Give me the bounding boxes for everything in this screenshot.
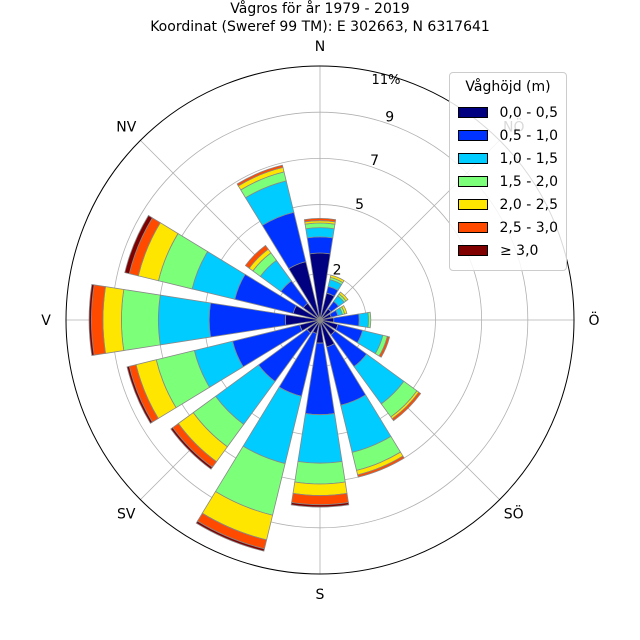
- bar-segment: [367, 311, 372, 329]
- chart-title-block: Vågros för år 1979 - 2019 Koordinat (Swe…: [0, 0, 640, 36]
- bar-NÖ: [319, 291, 349, 321]
- legend-label: 0,5 - 1,0: [499, 127, 558, 144]
- bar-segment: [306, 236, 334, 255]
- bar-N: [303, 218, 337, 321]
- bar-NV: [244, 244, 321, 321]
- bar-NNV: [236, 164, 321, 321]
- bar-VSV: [126, 319, 321, 424]
- legend-swatch: [458, 199, 488, 210]
- legend-item: 1,0 - 1,5: [458, 147, 558, 170]
- bar-segment: [305, 227, 335, 239]
- direction-label: SÖ: [504, 505, 524, 523]
- bar-segment: [158, 294, 211, 346]
- bar-VNV: [124, 214, 321, 321]
- bar-segment: [170, 427, 213, 470]
- bar-NNÖ: [319, 274, 345, 321]
- legend-label: 0,0 - 0,5: [499, 104, 558, 121]
- legend-label: 1,0 - 1,5: [499, 150, 558, 167]
- legend-label: ≥ 3,0: [500, 242, 539, 259]
- legend-label: 2,5 - 3,0: [499, 219, 558, 236]
- bar-segment: [102, 286, 125, 354]
- bar-segment: [357, 455, 405, 478]
- bar-SV: [170, 319, 321, 470]
- direction-label: S: [316, 587, 325, 603]
- legend: Våghöjd (m) 0,0 - 0,5 0,5 - 1,0 1,0 - 1,5 1…: [449, 72, 567, 271]
- radial-max-label: 11%: [372, 73, 401, 88]
- bar-segment: [88, 284, 95, 356]
- chart-title: Vågros för år 1979 - 2019: [230, 1, 410, 17]
- direction-label: NV: [116, 119, 136, 135]
- legend-item: 2,5 - 3,0: [458, 216, 558, 239]
- bar-segment: [290, 502, 350, 508]
- bar-SÖ: [319, 319, 422, 422]
- plot-border: [65, 65, 575, 575]
- bar-segment: [124, 214, 153, 275]
- radial-tick-label: 9: [385, 110, 394, 126]
- bar-segment: [329, 274, 345, 284]
- legend-label: 1,5 - 2,0: [499, 173, 558, 190]
- legend-item: 2,0 - 2,5: [458, 193, 558, 216]
- direction-label: Ö: [588, 311, 599, 329]
- legend-swatch: [458, 153, 488, 164]
- bar-segment: [358, 312, 369, 328]
- radial-tick-label: 5: [355, 197, 364, 213]
- legend-swatch: [458, 245, 488, 256]
- bar-V: [88, 284, 321, 356]
- legend-items: 0,0 - 0,5 0,5 - 1,0 1,0 - 1,5 1,5 - 2,0 2,0 …: [458, 101, 558, 262]
- legend-item: ≥ 3,0: [458, 239, 558, 262]
- legend-swatch: [458, 222, 488, 233]
- bar-SSÖ: [319, 319, 405, 478]
- legend-swatch: [458, 176, 488, 187]
- bar-segment: [244, 244, 269, 269]
- bar-segment: [391, 391, 422, 422]
- bar-segment: [341, 305, 348, 315]
- bar-SSV: [195, 319, 321, 552]
- bar-segment: [292, 481, 348, 496]
- legend-swatch: [458, 107, 488, 118]
- radial-tick-label: 7: [370, 153, 379, 169]
- bar-S: [290, 319, 350, 508]
- legend-item: 0,0 - 0,5: [458, 101, 558, 124]
- chart-subtitle: Koordinat (Sweref 99 TM): E 302663, N 63…: [150, 19, 490, 35]
- legend-title: Våghöjd (m): [465, 79, 551, 95]
- bar-Ö: [319, 311, 372, 329]
- bar-segment: [297, 413, 343, 464]
- bar-ÖNÖ: [319, 305, 348, 321]
- bar-segment: [236, 164, 284, 187]
- bar-ÖSÖ: [319, 319, 391, 358]
- legend-item: 1,5 - 2,0: [458, 170, 558, 193]
- bar-segment: [303, 218, 337, 223]
- legend-item: 0,5 - 1,0: [458, 124, 558, 147]
- legend-label: 2,0 - 2,5: [499, 196, 558, 213]
- bar-segment: [338, 291, 349, 302]
- direction-label: N: [315, 39, 325, 55]
- bar-segment: [378, 335, 391, 358]
- bar-segment: [126, 365, 153, 424]
- bar-segment: [294, 461, 346, 485]
- direction-label: SV: [117, 507, 136, 523]
- direction-label: V: [41, 313, 51, 329]
- bar-segment: [195, 520, 265, 552]
- legend-swatch: [458, 130, 488, 141]
- bar-segment: [121, 288, 161, 352]
- radial-tick-label: 2: [333, 262, 342, 278]
